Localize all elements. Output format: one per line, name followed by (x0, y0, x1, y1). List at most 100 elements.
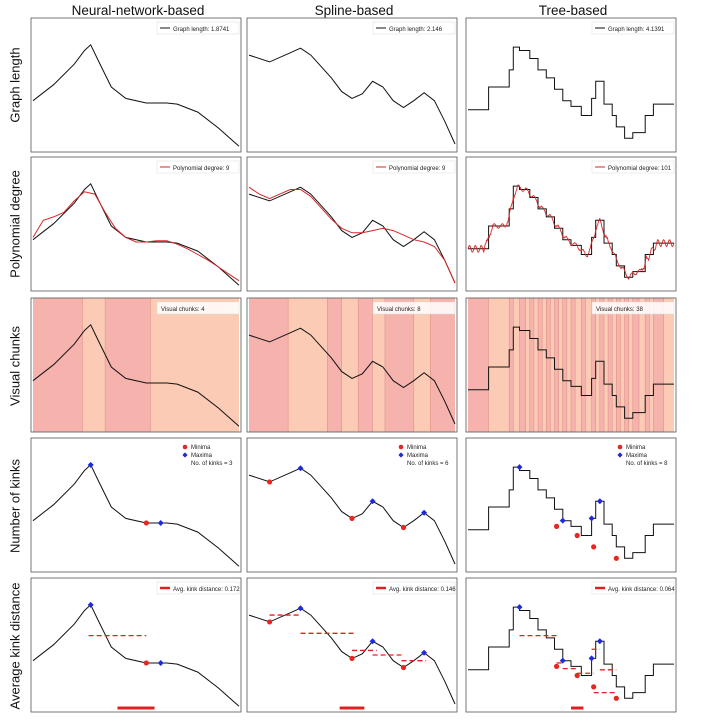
chunk-region (327, 298, 342, 432)
panel-frame (465, 297, 677, 433)
maxima-marker (157, 519, 164, 526)
chunk-region (638, 298, 646, 432)
legend-number-of-kinks-neural: Minima Maxima No. of kinks = 3 (182, 444, 233, 467)
panel-frame (30, 437, 242, 573)
legend-text: Avg. kink distance: 0.146 (389, 587, 456, 593)
legend-box (591, 581, 675, 595)
legend-box (591, 160, 675, 174)
minima-marker (349, 655, 355, 662)
legend-minima-marker (398, 444, 404, 450)
panel-polynomial-degree-neural: Polynomial degree: 9 (30, 156, 242, 292)
chunk-region (150, 298, 239, 432)
legend-entry: Minima (626, 445, 646, 451)
legend-text: Polynomial degree: 9 (173, 166, 230, 172)
minima-marker (574, 672, 580, 679)
maxima-marker (421, 509, 428, 516)
chunk-region (533, 298, 539, 432)
legend-box (591, 21, 675, 35)
column-title-neural: Neural-network-based (71, 3, 205, 18)
column-title-tree: Tree-based (538, 3, 608, 18)
maxima-marker (588, 515, 595, 522)
curve-line (468, 466, 674, 559)
legend-entry: No. of kinks = 8 (626, 461, 668, 467)
minima-marker (591, 544, 597, 550)
chunk-region (653, 298, 664, 432)
chunk-region (645, 298, 650, 432)
maxima-marker (157, 659, 164, 666)
legend-polynomial-degree-tree: Polynomial degree: 101 (591, 160, 675, 174)
maxima-marker (369, 498, 376, 505)
curve-line (32, 463, 240, 567)
maxima-marker (559, 517, 566, 524)
legend-box (372, 581, 456, 595)
minima-marker (553, 663, 560, 669)
minima-marker (267, 619, 273, 625)
chunk-region (649, 298, 654, 432)
chunk-region (542, 298, 547, 432)
legend-text: Visual chunks: 38 (596, 307, 644, 313)
panel-frame (246, 17, 458, 153)
legend-maxima-marker (617, 452, 623, 458)
panel-average-kink-distance-tree: Avg. kink distance: 0.064 (465, 577, 677, 713)
panel-frame (465, 156, 677, 292)
minima-marker (267, 479, 273, 485)
legend-text: Polynomial degree: 9 (389, 166, 446, 172)
maxima-marker (596, 638, 603, 645)
legend-average-kink-distance-neural: Avg. kink distance: 0.172 (156, 581, 240, 595)
chunk-region (525, 298, 530, 432)
legend-text: Graph length: 4.1391 (608, 27, 665, 33)
chunk-region (509, 298, 514, 432)
curve-line (468, 185, 674, 278)
chunk-region (663, 298, 674, 432)
panel-frame (30, 156, 242, 292)
legend-text: Avg. kink distance: 0.172 (173, 587, 240, 593)
curve-line (468, 326, 674, 419)
chunk-region (384, 298, 414, 432)
curve-line (32, 603, 240, 707)
chunk-region (554, 298, 559, 432)
panel-number-of-kinks-spline: Minima Maxima No. of kinks = 6 (246, 437, 458, 573)
column-title-spline: Spline-based (314, 3, 394, 18)
chunk-region (519, 298, 526, 432)
panel-visual-chunks-tree: Visual chunks: 38 (465, 297, 677, 433)
chunk-region (624, 298, 629, 432)
panel-polynomial-degree-tree: Polynomial degree: 101 (465, 156, 677, 292)
legend-entry: Minima (191, 445, 211, 451)
legend-maxima-marker (398, 452, 404, 458)
maxima-marker (516, 464, 523, 471)
minima-marker (613, 695, 619, 701)
panel-visual-chunks-neural: Visual chunks: 4 (30, 297, 242, 433)
chunk-region (571, 298, 576, 432)
curve-line (32, 182, 240, 286)
minima-marker (400, 524, 407, 531)
legend-entry: Maxima (407, 453, 429, 459)
minima-marker (553, 523, 560, 529)
chunk-region (546, 298, 551, 432)
chunk-region (430, 298, 455, 432)
panel-graph-length-spline: Graph length: 2.146 (246, 17, 458, 153)
maxima-marker (588, 655, 595, 662)
minima-marker (349, 515, 355, 522)
chunk-region (558, 298, 563, 432)
legend-entry: No. of kinks = 3 (191, 461, 233, 467)
panel-frame (465, 577, 677, 713)
curve-line (248, 327, 456, 425)
chunk-region (513, 298, 520, 432)
legend-text: Avg. kink distance: 0.064 (608, 587, 675, 593)
chunk-region (105, 298, 151, 432)
legend-box (372, 301, 456, 315)
legend-minima-marker (182, 444, 188, 450)
polynomial-fit-line (467, 184, 675, 280)
panel-polynomial-degree-spline: Polynomial degree: 9 (246, 156, 458, 292)
legend-box (372, 21, 456, 35)
legend-text: Graph length: 1.8741 (173, 27, 230, 33)
panel-graph-length-neural: Graph length: 1.8741 (30, 17, 242, 153)
minima-marker (143, 520, 149, 526)
polynomial-fit-line (248, 186, 456, 284)
maxima-marker (516, 604, 523, 611)
chunk-region (249, 298, 289, 432)
chunk-region (562, 298, 567, 432)
chunk-region (341, 298, 359, 432)
panel-frame (246, 577, 458, 713)
